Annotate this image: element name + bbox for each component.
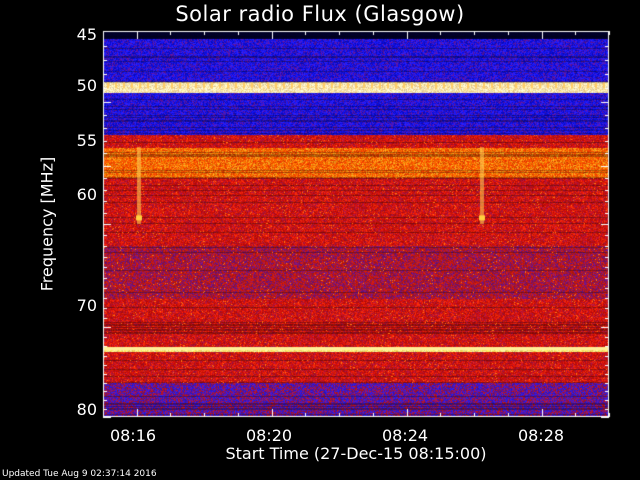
x-tick-label: 08:16 <box>109 426 157 445</box>
x-axis-label: Start Time (27-Dec-15 08:15:00) <box>225 444 487 463</box>
y-tick-label: 70 <box>76 296 97 315</box>
y-axis-label: Frequency [MHz] <box>37 156 57 292</box>
y-tick-label: 55 <box>76 131 97 150</box>
x-tick-label: 08:28 <box>517 426 565 445</box>
x-tick-label: 08:24 <box>381 426 429 445</box>
y-tick-label: 60 <box>76 185 97 204</box>
y-tick-label: 45 <box>76 25 97 44</box>
x-tick-label: 08:20 <box>245 426 293 445</box>
y-tick-label: 50 <box>76 76 97 95</box>
y-tick-label: 80 <box>76 400 97 419</box>
updated-timestamp: Updated Tue Aug 9 02:37:14 2016 <box>2 469 157 479</box>
chart-title: Solar radio Flux (Glasgow) <box>175 2 465 26</box>
